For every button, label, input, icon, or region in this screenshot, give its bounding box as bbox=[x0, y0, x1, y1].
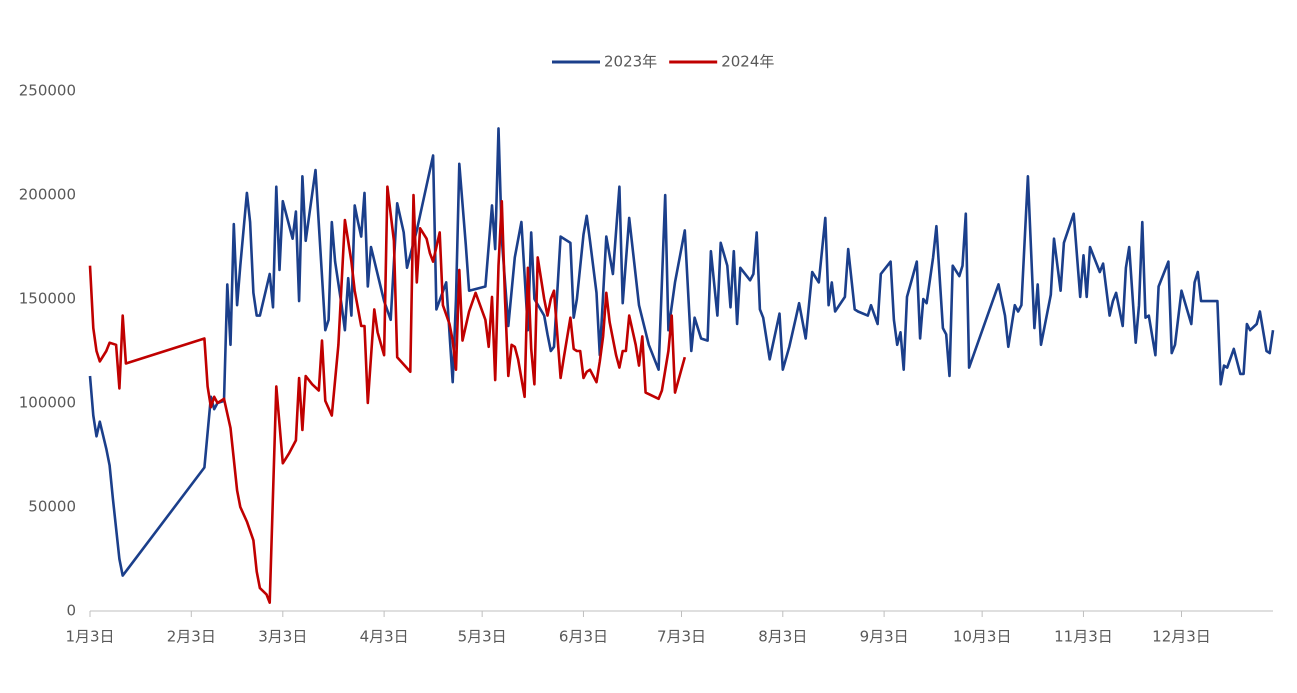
y-tick-label: 0 bbox=[66, 602, 76, 620]
x-tick-label: 9月3日 bbox=[860, 628, 909, 646]
x-tick-label: 3月3日 bbox=[258, 628, 307, 646]
x-tick-label: 1月3日 bbox=[65, 628, 114, 646]
x-tick-label: 10月3日 bbox=[953, 628, 1012, 646]
x-tick-label: 12月3日 bbox=[1152, 628, 1211, 646]
x-tick-label: 8月3日 bbox=[758, 628, 807, 646]
x-tick-label: 2月3日 bbox=[167, 628, 216, 646]
line bbox=[88, 185, 687, 604]
line bbox=[88, 127, 1275, 577]
x-tick-label: 7月3日 bbox=[657, 628, 706, 646]
y-tick-label: 150000 bbox=[19, 290, 76, 308]
y-tick-label: 100000 bbox=[19, 394, 76, 412]
x-tick-label: 5月3日 bbox=[458, 628, 507, 646]
x-tick-label: 4月3日 bbox=[360, 628, 409, 646]
y-tick-label: 200000 bbox=[19, 186, 76, 204]
x-tick-label: 11月3日 bbox=[1054, 628, 1113, 646]
y-tick-label: 50000 bbox=[28, 498, 76, 516]
x-tick-label: 6月3日 bbox=[559, 628, 608, 646]
y-tick-label: 250000 bbox=[19, 82, 76, 100]
legend-label: 2023年 bbox=[604, 53, 657, 71]
legend-label: 2024年 bbox=[721, 53, 774, 71]
